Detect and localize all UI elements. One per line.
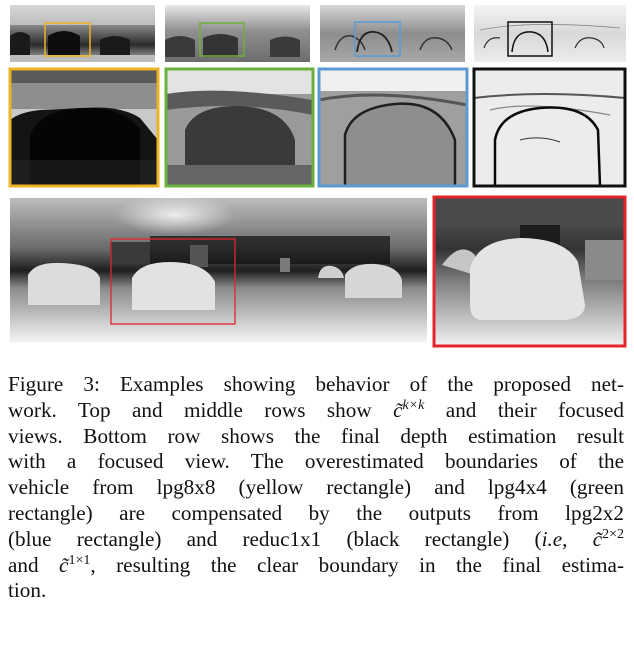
zoom-yellow-border	[8, 67, 160, 188]
zoom-final	[432, 195, 627, 348]
caption-line-3: views. Bottom row shows the final depth …	[8, 423, 624, 448]
math-c-1x1: c̃1×1	[59, 552, 91, 577]
figure-svg	[8, 5, 627, 348]
figure-label: Figure 3:	[8, 372, 100, 396]
caption-line-9: tion.	[8, 578, 47, 603]
zoom-lpg4x4	[164, 67, 315, 188]
thumb-reduc1x1	[474, 5, 626, 62]
thumb-blue-rectangle	[354, 21, 401, 57]
caption-line-8: and c̃1×1, resulting the clear boundary …	[8, 552, 624, 577]
thumb-lpg4x4	[165, 5, 310, 62]
math-c-2x2: c̃2×2	[592, 526, 625, 551]
caption-line-4: with a focused view. The overestimated b…	[8, 449, 624, 474]
final-depth	[10, 195, 427, 343]
zoom-black-border	[472, 67, 627, 188]
zoom-blue-border	[317, 67, 469, 188]
figure-caption: Figure 3: Examples showing behavior of t…	[8, 372, 624, 604]
zoom-reduc1x1	[472, 67, 627, 188]
thumb-lpg2x2	[320, 5, 465, 62]
caption-line-1: Figure 3: Examples showing behavior of t…	[8, 372, 624, 396]
zoom-lpg8x8	[8, 67, 160, 188]
zoom-green-border	[164, 67, 315, 188]
caption-line-2: work. Top and middle rows show c̃k×k and…	[8, 397, 624, 422]
thumb-lpg8x8	[10, 5, 155, 62]
final-red-rectangle	[110, 238, 236, 325]
caption-line-6: rectangle) are compensated by the output…	[8, 500, 624, 525]
zoom-lpg2x2	[317, 67, 469, 188]
math-c-kxk: c̃k×k	[393, 397, 425, 422]
zoom-red-border	[432, 195, 627, 348]
thumb-green-rectangle	[199, 22, 245, 57]
caption-line-7: (blue rectangle) and reduc1x1 (black rec…	[8, 526, 625, 551]
figure	[8, 5, 627, 348]
caption-line-5: vehicle from lpg8x8 (yellow rectangle) a…	[8, 475, 624, 500]
thumb-black-rectangle	[507, 21, 553, 57]
thumb-yellow-rectangle	[44, 22, 91, 57]
